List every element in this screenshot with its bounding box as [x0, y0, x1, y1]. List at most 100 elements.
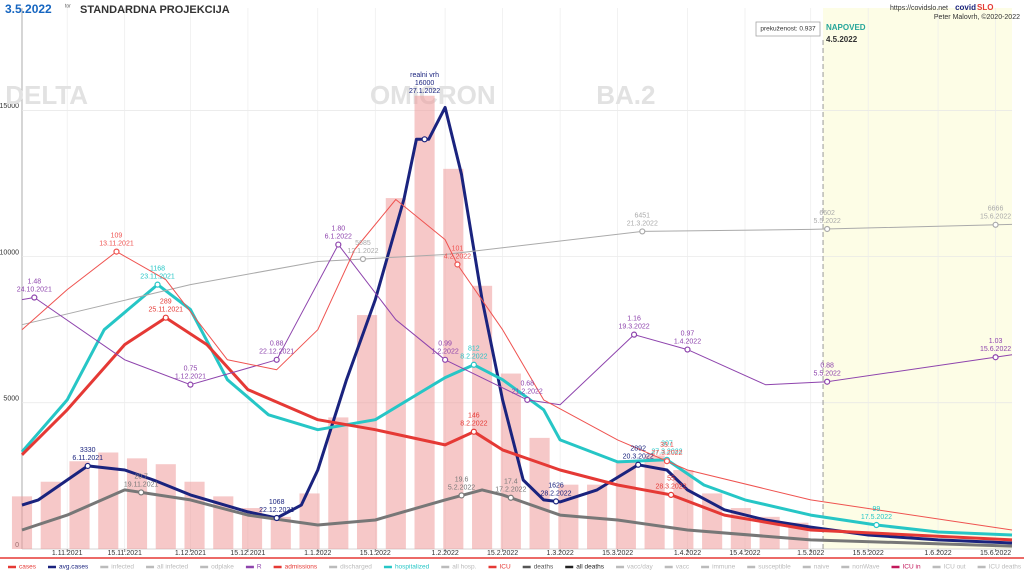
- legend-label: vacc: [676, 564, 690, 571]
- x-tick-label: 1.12.2021: [175, 550, 206, 557]
- y-tick-label: 15000: [0, 103, 19, 110]
- weekday: tor: [65, 3, 71, 9]
- legend-label: all deaths: [576, 564, 605, 571]
- legend-label: ICU deaths: [989, 564, 1022, 571]
- annotation-value: 17.4: [504, 479, 518, 486]
- x-tick-label: 15.1.2022: [360, 550, 391, 557]
- annotation-date: 13.11.2021: [99, 240, 134, 247]
- annotation-value: 1.80: [331, 225, 345, 232]
- brand-a: covid: [955, 3, 976, 12]
- legend-label: odplake: [211, 564, 234, 571]
- legend-item: all hosp.: [441, 564, 477, 571]
- legend-label: discharged: [340, 564, 372, 571]
- legend-label: cases: [19, 564, 37, 571]
- annotation-marker: [154, 281, 161, 288]
- legend-label: hospitalized: [395, 564, 430, 571]
- legend-label: immune: [712, 564, 736, 571]
- x-tick-label: 15.2.2022: [487, 550, 518, 557]
- annotation-date: 19.3.2022: [618, 323, 649, 330]
- chart-title: STANDARDNA PROJEKCIJA: [80, 4, 230, 16]
- annotation-date: 5.2.2022: [448, 484, 475, 491]
- annotation-value: 16000: [415, 80, 435, 87]
- annotation-date: 25.11.2021: [149, 307, 184, 314]
- annotation-note: realni vrh: [410, 72, 439, 79]
- annotation-value: 3330: [80, 447, 96, 454]
- annotation-value: 0.68: [520, 381, 534, 388]
- annotation-date: 5.5.2022: [814, 371, 841, 378]
- legend-label: R: [257, 564, 262, 571]
- y-tick-label: 5000: [3, 396, 19, 403]
- bar: [184, 481, 205, 549]
- annotation-value: 33.1: [660, 442, 674, 449]
- annotation-date: 1.12.2021: [175, 373, 206, 380]
- annotation-value: 0.99: [438, 341, 452, 348]
- legend-item: admissions: [273, 564, 318, 571]
- x-tick-label: 1.3.2022: [547, 550, 574, 557]
- annotation-value: 1068: [269, 499, 285, 506]
- bar: [98, 452, 119, 549]
- y-tick-label: 10000: [0, 249, 19, 256]
- annotation-value: 1168: [150, 265, 165, 272]
- annotation-date: 1.4.2022: [674, 338, 701, 345]
- annotation-value: 6602: [819, 210, 835, 217]
- annotation-marker: [824, 225, 831, 233]
- annotation-date: 5.5.2022: [814, 218, 841, 225]
- legend-item: all deaths: [565, 564, 605, 571]
- annotation-marker: [992, 221, 999, 228]
- annotation-value: 0.88: [270, 341, 284, 348]
- legend-label: ICU: [499, 564, 511, 571]
- annotation-value: 146: [468, 413, 480, 420]
- annotation-value: 19.6: [455, 476, 469, 483]
- legend-label: susceptible: [758, 564, 791, 571]
- bar: [472, 285, 493, 549]
- annotation-date: 21.3.2022: [627, 220, 658, 227]
- bar: [299, 493, 320, 549]
- annotation-date: 27.1.2022: [409, 88, 440, 95]
- annotation-marker: [663, 458, 671, 465]
- bar: [40, 481, 61, 549]
- annotation-date: 1.2.2022: [431, 349, 458, 356]
- annotation-marker: [113, 248, 120, 255]
- url: https://covidslo.net: [890, 5, 948, 12]
- annotation-date: 27.3.2022: [651, 450, 682, 457]
- annotation-marker: [667, 491, 675, 498]
- bar: [615, 461, 636, 549]
- annotation-date: 22.12.2021: [259, 507, 294, 514]
- annotation-marker: [187, 381, 194, 388]
- legend-item: discharged: [329, 564, 372, 571]
- annotation-value: 1626: [548, 482, 564, 489]
- annotation-date: 15.6.2022: [980, 346, 1011, 353]
- annotation-date: 28.2.2022: [540, 490, 571, 497]
- annotation-value: 1.03: [989, 338, 1003, 345]
- immunity-box: [755, 21, 821, 37]
- brand-b: SLO: [977, 3, 993, 12]
- annotation-date: 27.3.2022: [651, 449, 682, 456]
- series-line: [21, 223, 1013, 326]
- legend-label: avg.cases: [59, 564, 89, 571]
- legend-label: all infected: [157, 564, 188, 571]
- annotation-value: 289: [160, 299, 172, 306]
- annotation-marker: [454, 261, 461, 268]
- legend-item: nonWave: [841, 564, 880, 571]
- date: 3.5.2022: [5, 2, 52, 16]
- annotation-value: 5685: [355, 240, 371, 247]
- annotation-value: 99: [873, 506, 881, 513]
- forecast-label: NAPOVED: [826, 23, 866, 32]
- x-tick-label: 1.1.2022: [304, 550, 331, 557]
